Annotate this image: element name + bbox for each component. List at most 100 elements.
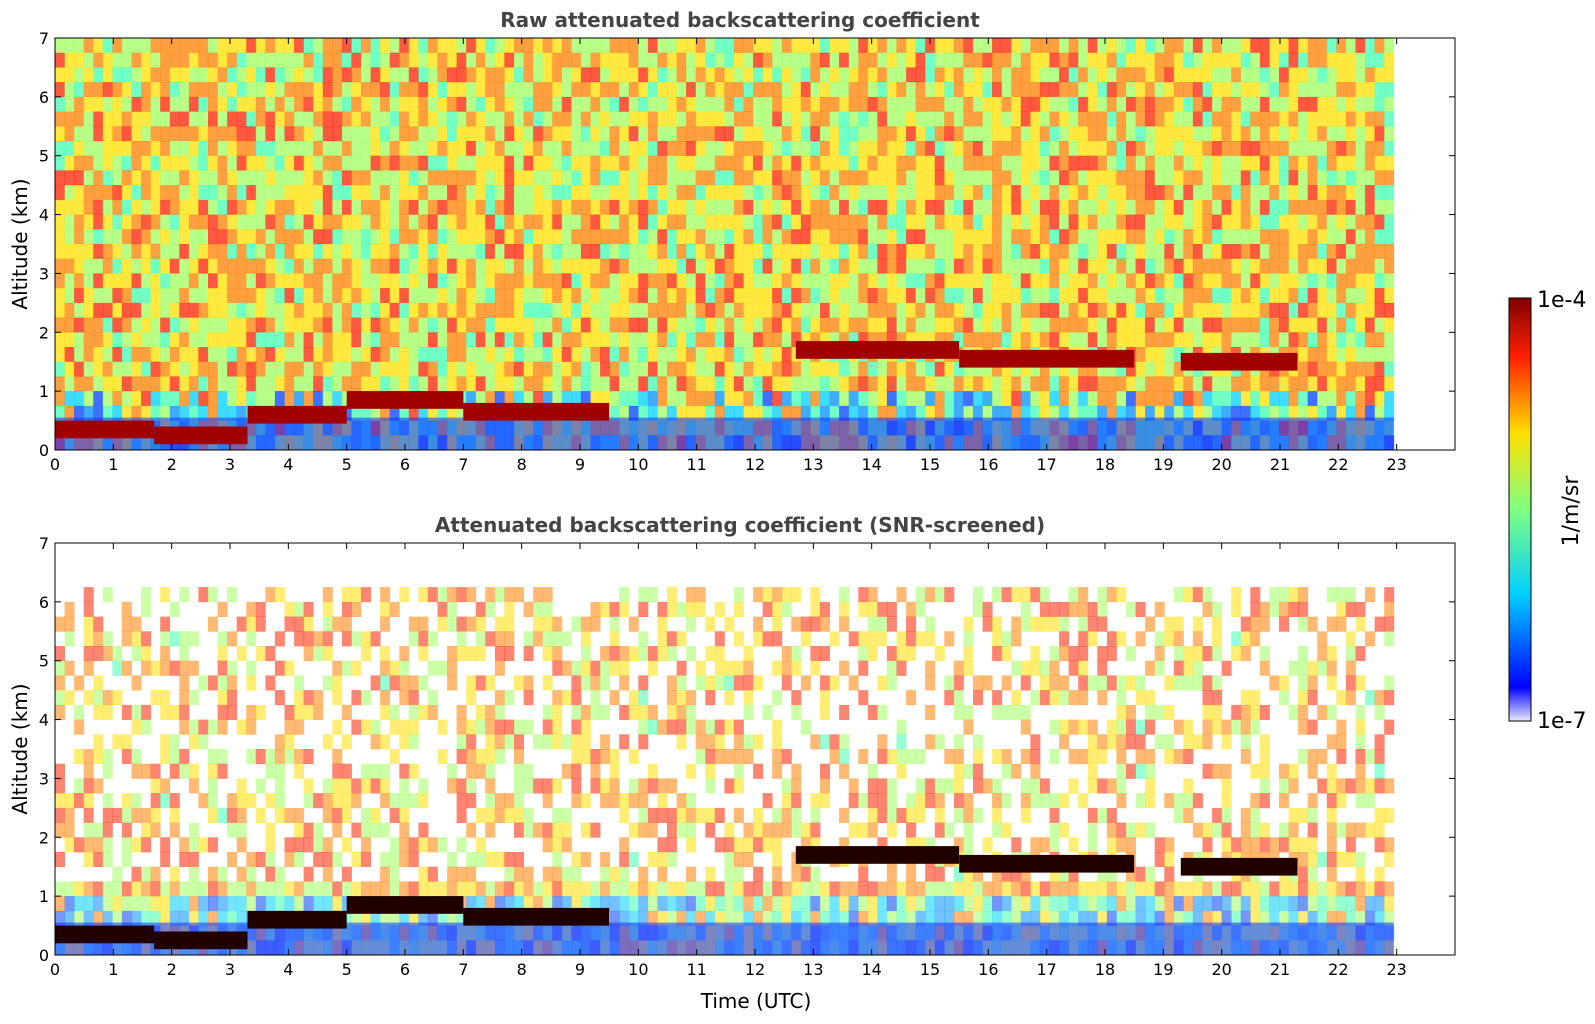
heatmap-cell bbox=[581, 288, 591, 303]
heatmap-cell bbox=[1116, 273, 1126, 288]
heatmap-cell bbox=[1193, 97, 1203, 112]
heatmap-cell bbox=[1317, 362, 1327, 377]
heatmap-cell bbox=[342, 602, 352, 617]
heatmap-cell bbox=[906, 53, 916, 68]
heatmap-cell bbox=[705, 332, 715, 347]
heatmap-cell bbox=[457, 332, 467, 347]
heatmap-cell bbox=[1336, 259, 1346, 274]
heatmap-cell bbox=[591, 200, 601, 215]
heatmap-cell bbox=[74, 170, 84, 185]
heatmap-cell bbox=[246, 112, 256, 127]
heatmap-cell bbox=[485, 229, 495, 244]
heatmap-cell bbox=[285, 215, 295, 230]
heatmap-cell bbox=[495, 587, 505, 602]
heatmap-cell bbox=[103, 631, 113, 646]
heatmap-cell bbox=[514, 347, 524, 362]
heatmap-cell bbox=[1069, 391, 1079, 406]
heatmap-cell bbox=[351, 170, 361, 185]
heatmap-cell bbox=[1069, 244, 1079, 259]
heatmap-cell bbox=[753, 185, 763, 200]
heatmap-cell bbox=[619, 318, 629, 333]
heatmap-cell bbox=[715, 200, 725, 215]
heatmap-cell bbox=[591, 881, 601, 896]
heatmap-cell bbox=[1021, 244, 1031, 259]
heatmap-cell bbox=[1011, 112, 1021, 127]
heatmap-cell bbox=[447, 332, 457, 347]
heatmap-cell bbox=[351, 244, 361, 259]
heatmap-cell bbox=[1078, 126, 1088, 141]
heatmap-cell bbox=[973, 53, 983, 68]
heatmap-cell bbox=[935, 303, 945, 318]
heatmap-cell bbox=[772, 141, 782, 156]
x-tick-label: 12 bbox=[745, 455, 765, 474]
heatmap-cell bbox=[170, 273, 180, 288]
heatmap-cell bbox=[935, 273, 945, 288]
heatmap-cell bbox=[1260, 391, 1270, 406]
heatmap-cell bbox=[648, 332, 658, 347]
heatmap-cell bbox=[1231, 376, 1241, 391]
heatmap-cell bbox=[227, 675, 237, 690]
heatmap-cell bbox=[179, 38, 189, 53]
heatmap-cell bbox=[686, 200, 696, 215]
heatmap-cell bbox=[1030, 376, 1040, 391]
heatmap-cell bbox=[610, 881, 620, 896]
heatmap-cell bbox=[1183, 318, 1193, 333]
heatmap-cell bbox=[294, 259, 304, 274]
heatmap-cell bbox=[591, 675, 601, 690]
heatmap-cell bbox=[610, 749, 620, 764]
heatmap-cell bbox=[763, 347, 773, 362]
heatmap-cell bbox=[1011, 303, 1021, 318]
heatmap-cell bbox=[313, 53, 323, 68]
heatmap-cell bbox=[323, 318, 333, 333]
heatmap-cell bbox=[495, 362, 505, 377]
heatmap-cell bbox=[916, 391, 926, 406]
heatmap-cell bbox=[170, 200, 180, 215]
heatmap-cell bbox=[294, 617, 304, 632]
heatmap-cell bbox=[55, 793, 65, 808]
heatmap-cell bbox=[285, 303, 295, 318]
heatmap-cell bbox=[428, 631, 438, 646]
heatmap-cell bbox=[227, 156, 237, 171]
heatmap-cell bbox=[1107, 303, 1117, 318]
heatmap-cell bbox=[351, 126, 361, 141]
heatmap-cell bbox=[591, 376, 601, 391]
heatmap-cell bbox=[179, 631, 189, 646]
heatmap-cell bbox=[447, 867, 457, 882]
heatmap-cell bbox=[1164, 141, 1174, 156]
heatmap-cell bbox=[533, 288, 543, 303]
heatmap-cell bbox=[438, 318, 448, 333]
heatmap-cell bbox=[304, 690, 314, 705]
heatmap-cell bbox=[963, 229, 973, 244]
heatmap-cell bbox=[103, 53, 113, 68]
heatmap-cell bbox=[1155, 259, 1165, 274]
heatmap-cell bbox=[103, 141, 113, 156]
heatmap-cell bbox=[313, 200, 323, 215]
heatmap-cell bbox=[1336, 170, 1346, 185]
heatmap-cell bbox=[734, 156, 744, 171]
heatmap-cell bbox=[265, 391, 275, 406]
heatmap-cell bbox=[724, 244, 734, 259]
heatmap-cell bbox=[839, 215, 849, 230]
heatmap-cell bbox=[447, 362, 457, 377]
heatmap-cell bbox=[371, 347, 381, 362]
heatmap-cell bbox=[332, 273, 342, 288]
heatmap-cell bbox=[581, 318, 591, 333]
heatmap-cell bbox=[1136, 67, 1146, 82]
heatmap-cell bbox=[696, 67, 706, 82]
heatmap-cell bbox=[992, 259, 1002, 274]
heatmap-cell bbox=[524, 764, 534, 779]
heatmap-cell bbox=[313, 347, 323, 362]
heatmap-cell bbox=[1145, 215, 1155, 230]
heatmap-cell bbox=[925, 362, 935, 377]
heatmap-cell bbox=[619, 602, 629, 617]
heatmap-cell bbox=[524, 259, 534, 274]
heatmap-cell bbox=[409, 332, 419, 347]
heatmap-cell bbox=[1298, 391, 1308, 406]
heatmap-cell bbox=[916, 200, 926, 215]
heatmap-cell bbox=[657, 53, 667, 68]
heatmap-cell bbox=[122, 631, 132, 646]
heatmap-cell bbox=[1011, 185, 1021, 200]
heatmap-cell bbox=[667, 273, 677, 288]
heatmap-cell bbox=[849, 362, 859, 377]
heatmap-cell bbox=[820, 112, 830, 127]
